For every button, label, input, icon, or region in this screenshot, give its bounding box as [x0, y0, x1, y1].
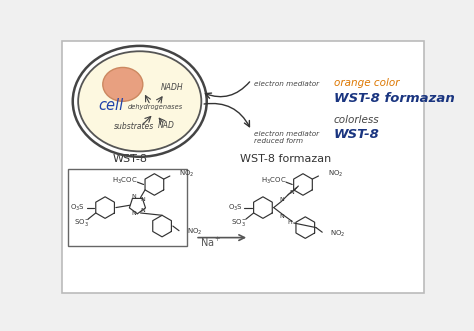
Text: $\mathregular{O_3S}$: $\mathregular{O_3S}$: [70, 203, 85, 213]
Text: $\mathregular{SO_3^-}$: $\mathregular{SO_3^-}$: [73, 217, 90, 228]
Text: WST-8: WST-8: [112, 154, 147, 164]
Text: $\mathregular{NO_2}$: $\mathregular{NO_2}$: [179, 168, 194, 179]
Text: electron mediator: electron mediator: [255, 81, 319, 87]
Text: orange color: orange color: [334, 78, 399, 88]
Text: NAD: NAD: [158, 121, 175, 130]
Text: N: N: [279, 197, 284, 202]
Text: Na$^+$: Na$^+$: [200, 236, 221, 249]
Text: WST-8: WST-8: [334, 128, 380, 141]
Text: $\mathregular{NO_2}$: $\mathregular{NO_2}$: [330, 229, 346, 239]
Text: substrates: substrates: [113, 122, 154, 131]
Text: N: N: [279, 214, 284, 219]
Text: $\mathregular{H_3COC}$: $\mathregular{H_3COC}$: [261, 175, 286, 186]
Text: N: N: [140, 208, 145, 213]
Bar: [68, 169, 188, 246]
Text: dehydrogenases: dehydrogenases: [128, 104, 183, 110]
Text: $\mathregular{NO_2}$: $\mathregular{NO_2}$: [328, 168, 343, 179]
Text: $\mathregular{H_3COC}$: $\mathregular{H_3COC}$: [112, 175, 138, 186]
Text: WST-8 formazan: WST-8 formazan: [240, 154, 332, 164]
Text: N: N: [290, 190, 294, 195]
Text: cell: cell: [98, 98, 123, 113]
Ellipse shape: [103, 68, 143, 101]
Text: electron mediator
reduced form: electron mediator reduced form: [255, 131, 319, 144]
Text: colorless: colorless: [334, 115, 379, 125]
Text: N: N: [131, 211, 136, 216]
Text: N: N: [140, 197, 145, 202]
Text: H: H: [288, 220, 292, 225]
Text: WST-8 formazan: WST-8 formazan: [334, 92, 455, 105]
Text: NADH: NADH: [161, 83, 183, 92]
Text: $\mathregular{SO_3^-}$: $\mathregular{SO_3^-}$: [231, 217, 248, 228]
Ellipse shape: [78, 51, 201, 151]
Text: $\mathregular{NO_2}$: $\mathregular{NO_2}$: [187, 227, 202, 237]
Text: $\mathregular{O_3S}$: $\mathregular{O_3S}$: [228, 203, 243, 213]
Text: N: N: [131, 194, 136, 199]
